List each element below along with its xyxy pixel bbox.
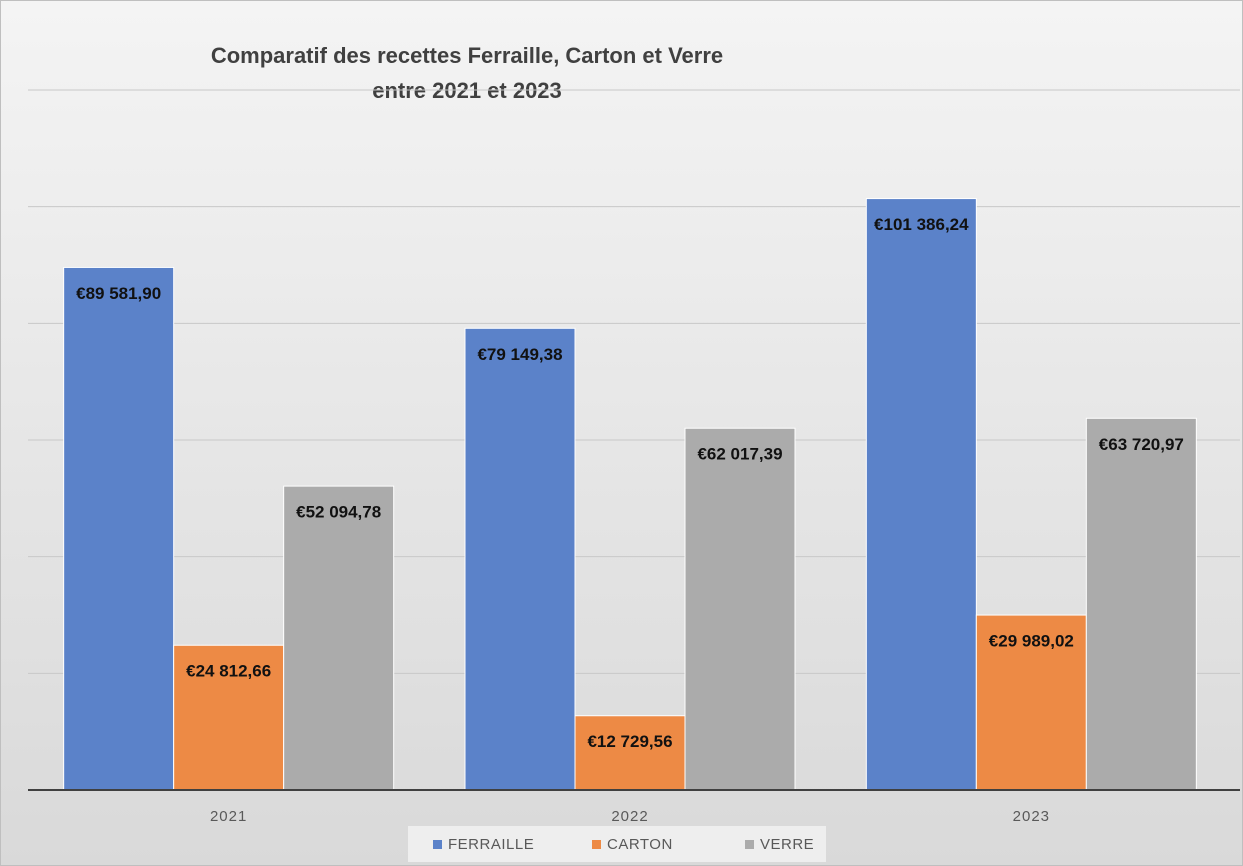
data-label: €79 149,38 xyxy=(477,345,562,364)
x-tick-label: 2022 xyxy=(611,808,648,825)
x-tick-label: 2023 xyxy=(1013,808,1050,825)
bar xyxy=(684,427,796,791)
data-label: €101 386,24 xyxy=(874,215,969,234)
bar xyxy=(1085,417,1197,791)
legend-label: VERRE xyxy=(760,836,814,853)
bar xyxy=(63,266,175,791)
bar xyxy=(173,644,285,791)
legend-label: CARTON xyxy=(607,836,673,853)
data-label: €62 017,39 xyxy=(697,445,782,464)
bar xyxy=(574,715,686,791)
data-label: €12 729,56 xyxy=(587,732,672,751)
bar xyxy=(865,198,977,791)
data-label: €63 720,97 xyxy=(1099,435,1184,454)
legend-label: FERRAILLE xyxy=(448,836,534,853)
data-label: €29 989,02 xyxy=(989,632,1074,651)
legend-box xyxy=(408,826,826,862)
legend-swatch xyxy=(745,840,754,849)
data-label: €52 094,78 xyxy=(296,503,381,522)
bar xyxy=(975,614,1087,791)
bar xyxy=(464,327,576,791)
x-tick-label: 2021 xyxy=(210,808,247,825)
chart-title: Comparatif des recettes Ferraille, Carto… xyxy=(211,43,723,68)
data-label: €24 812,66 xyxy=(186,662,271,681)
data-label: €89 581,90 xyxy=(76,284,161,303)
legend-swatch xyxy=(433,840,442,849)
bar xyxy=(283,485,395,791)
legend-swatch xyxy=(592,840,601,849)
